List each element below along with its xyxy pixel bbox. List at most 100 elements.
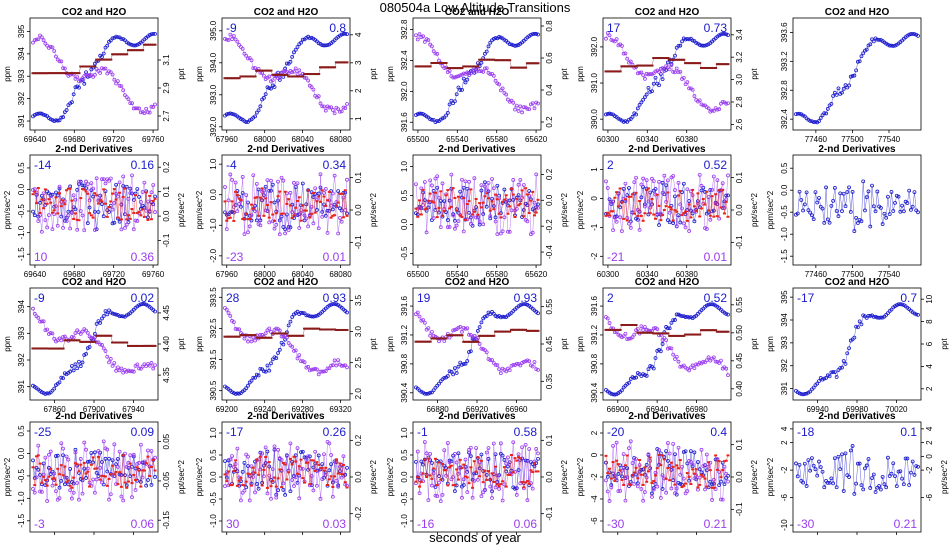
h2o-series-point xyxy=(419,35,424,39)
h2o-derivative-point xyxy=(710,187,714,192)
step-series-point xyxy=(662,332,666,335)
h2o-derivative-point xyxy=(247,224,252,229)
step-series-point xyxy=(710,66,714,69)
co2-derivative-point xyxy=(811,217,816,222)
red-derivative-point xyxy=(149,218,153,221)
red-derivative-point xyxy=(490,200,494,203)
h2o-derivative-point xyxy=(48,449,53,454)
red-derivative-point xyxy=(35,455,39,458)
h2o-series-point xyxy=(614,37,619,42)
h2o-derivative-point xyxy=(142,459,147,464)
h2o-derivative-point xyxy=(68,488,73,493)
h2o-derivative-point xyxy=(632,180,637,185)
corner-value-left: 17 xyxy=(607,21,621,35)
step-series-point xyxy=(495,59,499,62)
h2o-series-point xyxy=(119,84,124,89)
co2-series-point xyxy=(623,119,628,124)
red-derivative-point xyxy=(524,481,528,484)
red-derivative-point xyxy=(146,218,150,221)
red-derivative-point xyxy=(232,219,236,222)
step-series-point xyxy=(223,335,227,338)
h2o-series-point xyxy=(322,369,326,374)
step-series-point xyxy=(464,340,468,343)
step-series-point xyxy=(260,69,264,72)
step-series-point xyxy=(237,77,241,80)
co2-derivative-point xyxy=(871,204,876,209)
y2-axis-label: ppt/sec^2 xyxy=(940,459,949,494)
co2-derivative-point xyxy=(873,209,878,214)
x-tick-label: 77540 xyxy=(878,135,901,144)
h2o-series-point xyxy=(500,86,505,91)
h2o-series-point xyxy=(644,327,649,332)
h2o-series-point xyxy=(311,87,316,92)
co2-series-point xyxy=(475,61,480,65)
co2-series-point xyxy=(513,43,517,48)
y-tick-label: 4 xyxy=(780,426,789,431)
y-tick-label: 391 xyxy=(17,379,26,393)
h2o-derivative-point xyxy=(660,473,665,478)
co2-series-point xyxy=(703,43,707,48)
co2-series-point xyxy=(101,51,106,56)
co2-series-point xyxy=(488,40,493,45)
co2-derivative-point xyxy=(795,474,800,479)
co2-derivative-point xyxy=(832,456,837,461)
h2o-derivative-point xyxy=(604,179,608,184)
step-series-point xyxy=(669,58,673,61)
step-series-point xyxy=(281,73,285,76)
step-series-point xyxy=(33,72,37,75)
step-series-point xyxy=(687,333,691,336)
corner-value-right: 0.26 xyxy=(323,425,347,439)
co2-derivative-point xyxy=(840,452,844,457)
h2o-series-point xyxy=(701,359,706,364)
h2o-series-point xyxy=(277,328,282,333)
y-tick-label: 1.0 xyxy=(209,427,218,439)
h2o-derivative-point xyxy=(483,184,487,189)
step-series-point xyxy=(433,337,437,340)
co2-derivative-point xyxy=(486,457,491,461)
chart-panel: 2-nd Derivatives69200692406928069320-1.0… xyxy=(195,411,378,535)
h2o-derivative-point xyxy=(336,484,341,489)
red-derivative-point xyxy=(128,462,132,465)
h2o-series-point xyxy=(261,73,266,78)
co2-series-point xyxy=(309,314,314,319)
h2o-series-point xyxy=(667,346,672,351)
h2o-derivative-point xyxy=(506,455,510,460)
red-derivative-point xyxy=(661,454,665,457)
red-derivative-point xyxy=(448,207,452,210)
h2o-derivative-point xyxy=(415,449,420,454)
co2-derivative-point xyxy=(815,200,820,205)
co2-series-point xyxy=(520,302,524,307)
co2-series-point xyxy=(634,112,638,117)
red-derivative-point xyxy=(118,191,122,194)
step-series-point xyxy=(622,324,626,327)
y-axis-label: ppm xyxy=(195,336,204,352)
x-tick-label: 69640 xyxy=(24,135,47,144)
y-tick-label: 0.0 xyxy=(209,189,218,201)
red-derivative-point xyxy=(631,193,635,196)
co2-derivative-point xyxy=(302,455,307,460)
step-series-point xyxy=(234,77,238,80)
step-series-point xyxy=(494,59,498,62)
step-series-point xyxy=(149,43,153,46)
h2o-derivative-point xyxy=(50,483,55,488)
co2-derivative-point xyxy=(914,464,919,469)
co2-derivative-point xyxy=(484,473,489,477)
y2-tick-label: 4 xyxy=(354,32,363,37)
h2o-derivative-point xyxy=(650,494,654,499)
h2o-series-point xyxy=(242,336,247,341)
h2o-series-point xyxy=(336,358,341,363)
h2o-derivative-point xyxy=(704,227,709,231)
co2-series-point xyxy=(121,314,126,319)
step-series-point xyxy=(93,65,97,68)
h2o-derivative-point xyxy=(422,180,427,184)
co2-series-point xyxy=(621,120,626,124)
step-series-point xyxy=(613,70,617,73)
step-series-point xyxy=(719,63,723,66)
step-series-point xyxy=(485,58,489,61)
co2-derivative-point xyxy=(295,480,300,485)
h2o-series-point xyxy=(518,363,523,368)
h2o-derivative-point xyxy=(477,219,482,224)
h2o-derivative-point xyxy=(438,499,443,504)
